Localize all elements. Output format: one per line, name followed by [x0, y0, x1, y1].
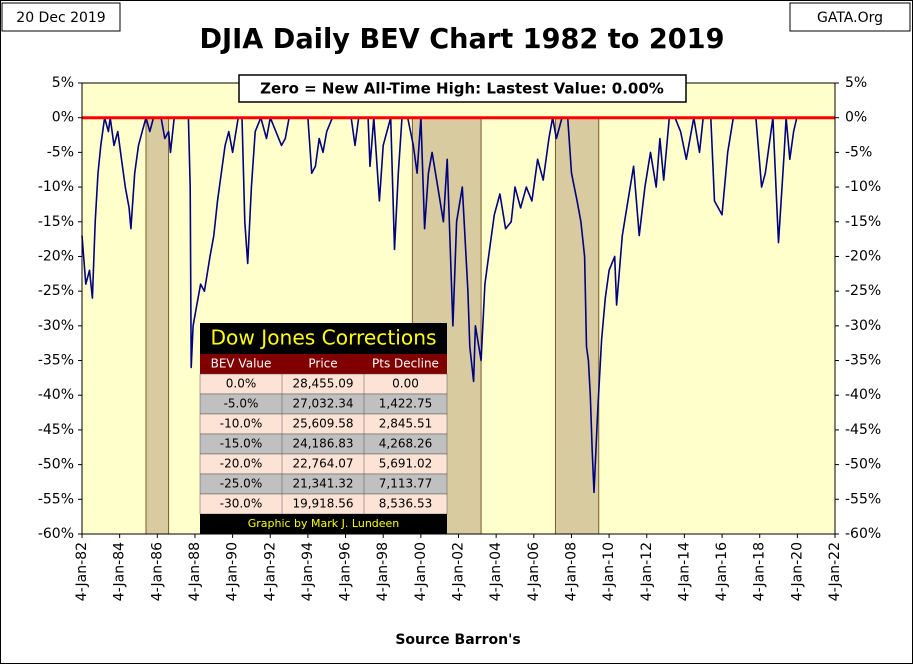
y2-tick-label: -55% [845, 491, 881, 507]
y2-tick-label: -40% [845, 387, 881, 403]
shaded-range [145, 117, 170, 535]
y2-tick-label: -50% [845, 457, 881, 473]
table-cell: 0.0% [226, 377, 257, 391]
shaded-range [554, 117, 600, 535]
table-cell: 4,268.26 [379, 437, 432, 451]
x-tick-label: 4-Jan-84 [112, 542, 128, 601]
y2-tick-label: -10% [845, 179, 881, 195]
y2-tick-label: -45% [845, 422, 881, 438]
table-cell: 0.00 [392, 377, 419, 391]
x-tick-label: 4-Jan-00 [413, 542, 429, 601]
y2-tick-label: -30% [845, 318, 881, 334]
table-cell: 28,455.09 [292, 377, 353, 391]
table-footer: Graphic by Mark J. Lundeen [248, 517, 400, 530]
y-tick-label: -45% [38, 422, 74, 438]
table-cell: -5.0% [224, 397, 259, 411]
y2-tick-label: -60% [845, 526, 881, 542]
x-tick-label: 4-Jan-02 [451, 542, 467, 601]
x-tick-label: 4-Jan-98 [375, 542, 391, 601]
y-tick-label: -25% [38, 283, 74, 299]
y2-tick-label: -5% [845, 144, 872, 160]
x-axis-label: Source Barron's [395, 632, 520, 648]
table-cell: -15.0% [220, 437, 262, 451]
x-tick-label: 4-Jan-18 [752, 542, 768, 601]
table-cell: 27,032.34 [292, 397, 353, 411]
y-tick-label: -15% [38, 214, 74, 230]
table-cell: 24,186.83 [292, 437, 353, 451]
x-tick-label: 4-Jan-12 [639, 542, 655, 601]
y-tick-label: -50% [38, 457, 74, 473]
table-header: Pts Decline [372, 357, 439, 371]
y2-tick-label: 5% [845, 75, 867, 91]
y-tick-label: -30% [38, 318, 74, 334]
date-box [1, 2, 121, 32]
x-tick-label: 4-Jan-82 [74, 542, 90, 601]
table-header-bg [200, 354, 447, 374]
table-cell: -10.0% [220, 417, 262, 431]
table-cell: -20.0% [220, 457, 262, 471]
y-tick-label: 5% [52, 75, 74, 91]
table-cell: 1,422.75 [379, 397, 432, 411]
x-tick-label: 4-Jan-90 [225, 542, 241, 601]
chart-title: DJIA Daily BEV Chart 1982 to 2019 [200, 22, 725, 55]
table-cell: -30.0% [220, 497, 262, 511]
x-tick-label: 4-Jan-04 [488, 542, 504, 601]
date-label: 20 Dec 2019 [16, 10, 105, 26]
table-title-bg [200, 323, 447, 354]
y-tick-label: 0% [52, 110, 74, 126]
y-tick-label: -35% [38, 353, 74, 369]
y-tick-label: -40% [38, 387, 74, 403]
y2-tick-label: -20% [845, 248, 881, 264]
y-tick-label: -5% [47, 144, 74, 160]
y2-tick-label: -25% [845, 283, 881, 299]
table-footer-bg [200, 514, 447, 534]
table-cell: 2,845.51 [379, 417, 432, 431]
y2-tick-label: -35% [845, 353, 881, 369]
table-cell: 8,536.53 [379, 497, 432, 511]
table-header: Price [308, 357, 337, 371]
table-title: Dow Jones Corrections [211, 326, 437, 350]
table-header: BEV Value [211, 357, 272, 371]
y2-tick-label: -15% [845, 214, 881, 230]
annotation: Zero = New All-Time High: Lastest Value:… [260, 80, 664, 98]
table-cell: 22,764.07 [292, 457, 353, 471]
x-tick-label: 4-Jan-92 [262, 542, 278, 601]
table-cell: 7,113.77 [379, 477, 432, 491]
x-tick-label: 4-Jan-14 [676, 542, 692, 601]
table-cell: 19,918.56 [292, 497, 353, 511]
x-tick-label: 4-Jan-06 [526, 542, 542, 601]
bev-line [81, 116, 798, 494]
x-tick-label: 4-Jan-94 [300, 542, 316, 601]
annotation-box [238, 74, 687, 103]
table-cell: -25.0% [220, 477, 262, 491]
y-tick-label: -20% [38, 248, 74, 264]
source-mark-box [789, 2, 911, 32]
y2-tick-label: 0% [845, 110, 867, 126]
x-tick-label: 4-Jan-88 [187, 542, 203, 601]
source-mark: GATA.Org [817, 10, 883, 26]
x-tick-label: 4-Jan-08 [563, 542, 579, 601]
y-tick-label: -55% [38, 491, 74, 507]
table-cell: 21,341.32 [292, 477, 353, 491]
x-tick-label: 4-Jan-16 [714, 542, 730, 601]
x-tick-label: 4-Jan-86 [149, 542, 165, 601]
y-tick-label: -60% [38, 526, 74, 542]
x-tick-label: 4-Jan-96 [338, 542, 354, 601]
x-tick-label: 4-Jan-20 [789, 542, 805, 601]
table-cell: 25,609.58 [292, 417, 353, 431]
x-tick-label: 4-Jan-10 [601, 542, 617, 601]
table-cell: 5,691.02 [379, 457, 432, 471]
x-tick-label: 4-Jan-22 [827, 542, 843, 601]
y-tick-label: -10% [38, 179, 74, 195]
